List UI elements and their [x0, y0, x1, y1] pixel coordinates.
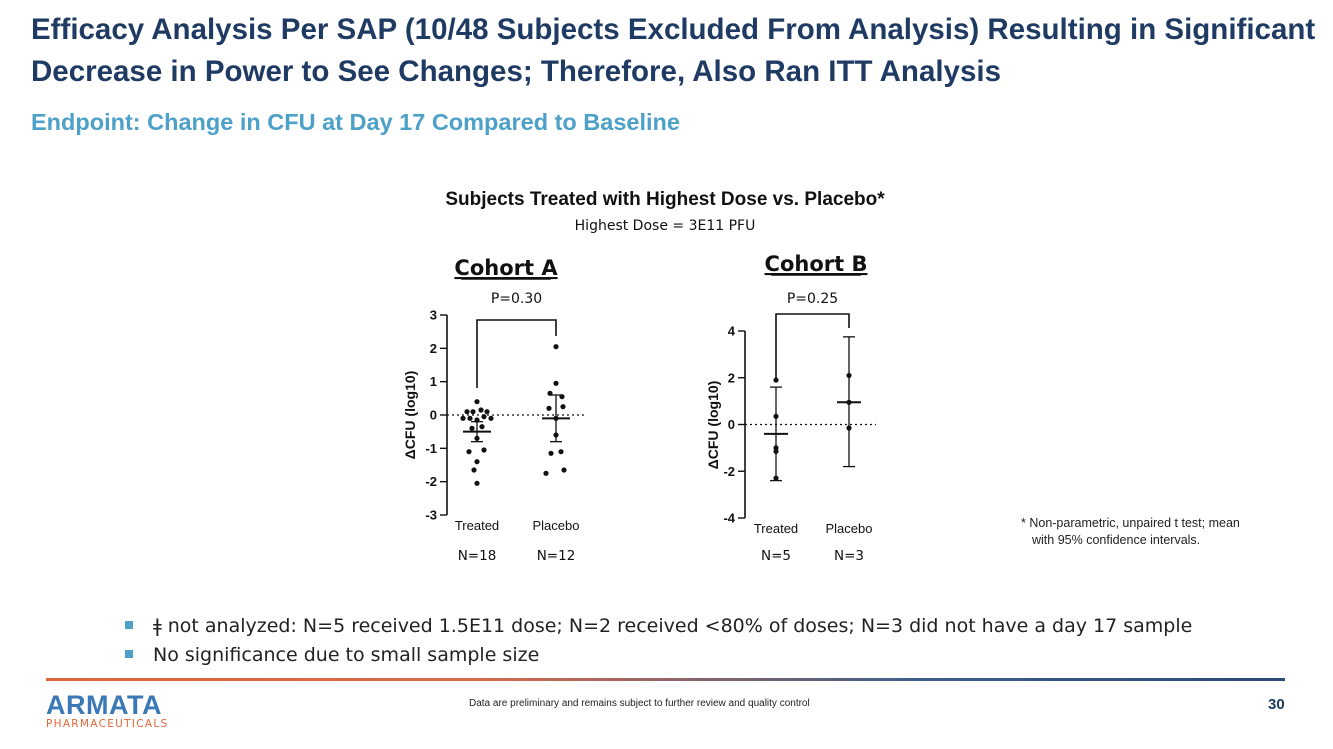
logo-main-text: ARMATA — [46, 690, 162, 720]
data-point — [548, 450, 554, 456]
y-tick-label: -2 — [723, 464, 735, 479]
data-point — [467, 415, 473, 421]
logo-sub-text: PHARMACEUTICALS — [46, 718, 169, 730]
data-point — [474, 480, 480, 486]
page-number: 30 — [1268, 696, 1285, 713]
footer-divider — [46, 678, 1285, 681]
data-point — [470, 409, 476, 415]
significance-bracket — [775, 313, 850, 380]
panel-title: Cohort B — [765, 252, 868, 276]
data-point — [479, 424, 485, 430]
data-point — [481, 447, 487, 453]
company-logo: ARMATA PHARMACEUTICALS — [46, 690, 169, 731]
data-point — [543, 470, 549, 476]
y-tick-label: -3 — [425, 508, 437, 523]
data-point — [466, 449, 472, 455]
data-point — [481, 414, 487, 420]
x-category-label: Placebo — [533, 518, 580, 533]
significance-bracket — [476, 319, 557, 388]
data-point — [460, 415, 466, 421]
chart-subtitle: Highest Dose = 3E11 PFU — [575, 218, 756, 234]
y-tick-label: 2 — [430, 341, 437, 356]
data-point — [560, 404, 566, 410]
y-tick-label: 4 — [728, 324, 736, 339]
chart-title: Subjects Treated with Highest Dose vs. P… — [445, 189, 885, 210]
data-point — [553, 344, 559, 350]
panel-cohort-a: Cohort A P=0.30 3 2 1 0 -1 -2 -3 ΔCFU (log10) Trea… — [402, 256, 584, 564]
y-tick-label: 0 — [430, 408, 437, 423]
data-point — [484, 409, 490, 415]
bullet-item: ǂ not analyzed: N=5 received 1.5E11 dose… — [122, 612, 1192, 641]
y-tick-label: 0 — [728, 417, 735, 432]
data-point — [773, 377, 779, 383]
y-tick-label: -1 — [425, 441, 437, 456]
data-point — [553, 380, 559, 386]
bullet-item: No significance due to small sample size — [122, 641, 1192, 670]
data-point — [561, 467, 567, 473]
bullet-square-icon — [125, 621, 133, 629]
bullet-text-2: No significance due to small sample size — [153, 644, 540, 666]
panel-title: Cohort A — [454, 256, 558, 280]
slide-title: Efficacy Analysis Per SAP (10/48 Subject… — [31, 13, 1316, 88]
data-point — [488, 415, 494, 421]
y-tick-label: 2 — [728, 370, 735, 385]
y-tick-label: -2 — [425, 474, 437, 489]
y-tick-label: 3 — [430, 308, 437, 323]
p-value-label: P=0.25 — [787, 291, 838, 307]
data-point — [474, 399, 480, 405]
footnote-line-1: * Non-parametric, unpaired t test; mean — [1021, 516, 1240, 530]
panel-cohort-b: Cohort B P=0.25 4 2 0 -2 -4 ΔCFU (log10) Treated… — [705, 252, 876, 564]
footnote-line-2: with 95% confidence intervals. — [1032, 533, 1201, 547]
footnote: * Non-parametric, unpaired t test; mean … — [1021, 515, 1240, 549]
x-category-label: Treated — [754, 521, 798, 536]
data-point — [464, 409, 470, 415]
n-label: N=3 — [834, 548, 864, 564]
bullet-list: ǂ not analyzed: N=5 received 1.5E11 dose… — [122, 612, 1192, 670]
y-axis-label: ΔCFU (log10) — [402, 371, 418, 460]
bullet-text-1: ǂ not analyzed: N=5 received 1.5E11 dose… — [153, 615, 1193, 637]
data-point — [478, 407, 484, 413]
p-value-label: P=0.30 — [491, 291, 542, 307]
n-label: N=18 — [458, 548, 497, 564]
x-category-label: Placebo — [826, 521, 873, 536]
chart: Subjects Treated with Highest Dose vs. P… — [402, 189, 885, 564]
y-axis-label: ΔCFU (log10) — [705, 381, 721, 470]
x-category-label: Treated — [455, 518, 499, 533]
n-label: N=12 — [537, 548, 576, 564]
data-point — [474, 459, 480, 465]
bullet-square-icon — [125, 650, 133, 658]
data-point — [469, 425, 475, 431]
slide-subtitle: Endpoint: Change in CFU at Day 17 Compar… — [31, 109, 680, 135]
y-tick-label: -4 — [723, 511, 735, 526]
y-tick-label: 1 — [430, 374, 437, 389]
data-point — [471, 467, 477, 473]
n-label: N=5 — [761, 548, 791, 564]
disclaimer: Data are preliminary and remains subject… — [469, 698, 810, 709]
data-point — [558, 449, 564, 455]
data-point — [546, 405, 552, 411]
